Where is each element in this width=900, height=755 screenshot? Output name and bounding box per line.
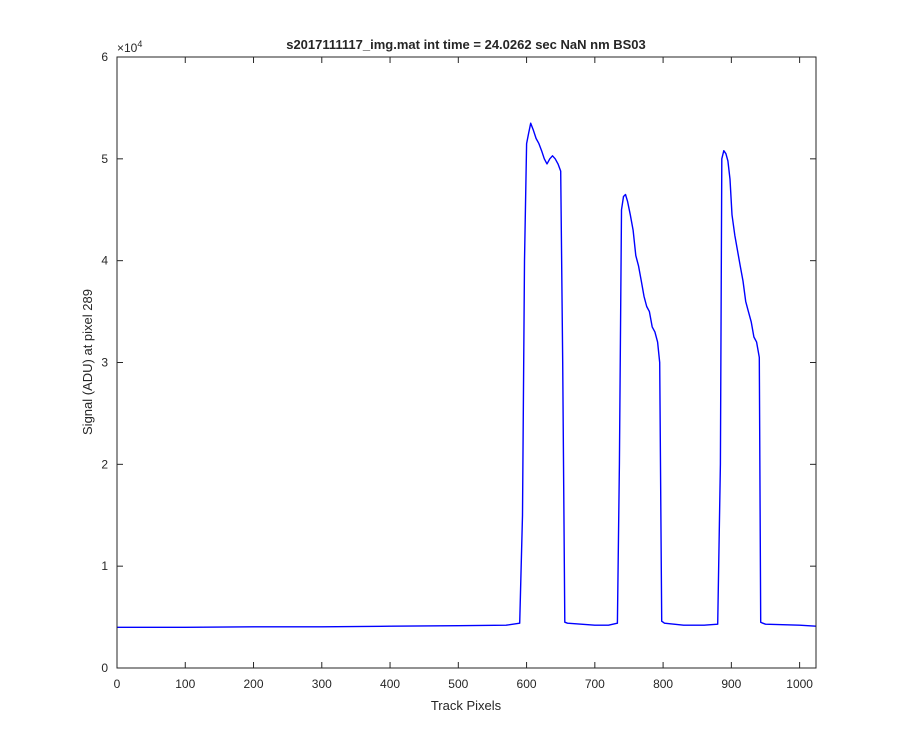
x-tick-label: 100 xyxy=(175,677,195,691)
x-tick-label: 1000 xyxy=(786,677,813,691)
x-tick-label: 0 xyxy=(114,677,121,691)
plot-area xyxy=(117,57,816,668)
x-tick-label: 300 xyxy=(312,677,332,691)
x-tick-label: 600 xyxy=(517,677,537,691)
axis-ticks: 0 100 200 300 400 500 600 700 800 900 1000 0 1 2 3 4 5 6 xyxy=(101,50,816,691)
series-layer xyxy=(117,122,817,628)
axes-box xyxy=(116,56,817,669)
chart-title: s2017111117_img.mat int time = 24.0262 s… xyxy=(286,37,646,52)
x-tick-label: 400 xyxy=(380,677,400,691)
x-tick-label: 700 xyxy=(585,677,605,691)
x-axis-label: Track Pixels xyxy=(431,698,502,713)
y-tick-label: 4 xyxy=(101,254,108,268)
y-tick-label: 5 xyxy=(101,152,108,166)
x-tick-label: 900 xyxy=(721,677,741,691)
y-tick-label: 3 xyxy=(101,356,108,370)
y-tick-label: 0 xyxy=(101,661,108,675)
y-tick-label: 1 xyxy=(101,559,108,573)
y-axis-exponent-label: ×104 xyxy=(117,39,142,55)
y-tick-label: 6 xyxy=(101,50,108,64)
series-line-0 xyxy=(117,122,817,628)
x-tick-label: 800 xyxy=(653,677,673,691)
y-tick-label: 2 xyxy=(101,457,108,471)
y-axis-label: Signal (ADU) at pixel 289 xyxy=(80,289,95,435)
x-tick-label: 500 xyxy=(448,677,468,691)
x-tick-label: 200 xyxy=(244,677,264,691)
